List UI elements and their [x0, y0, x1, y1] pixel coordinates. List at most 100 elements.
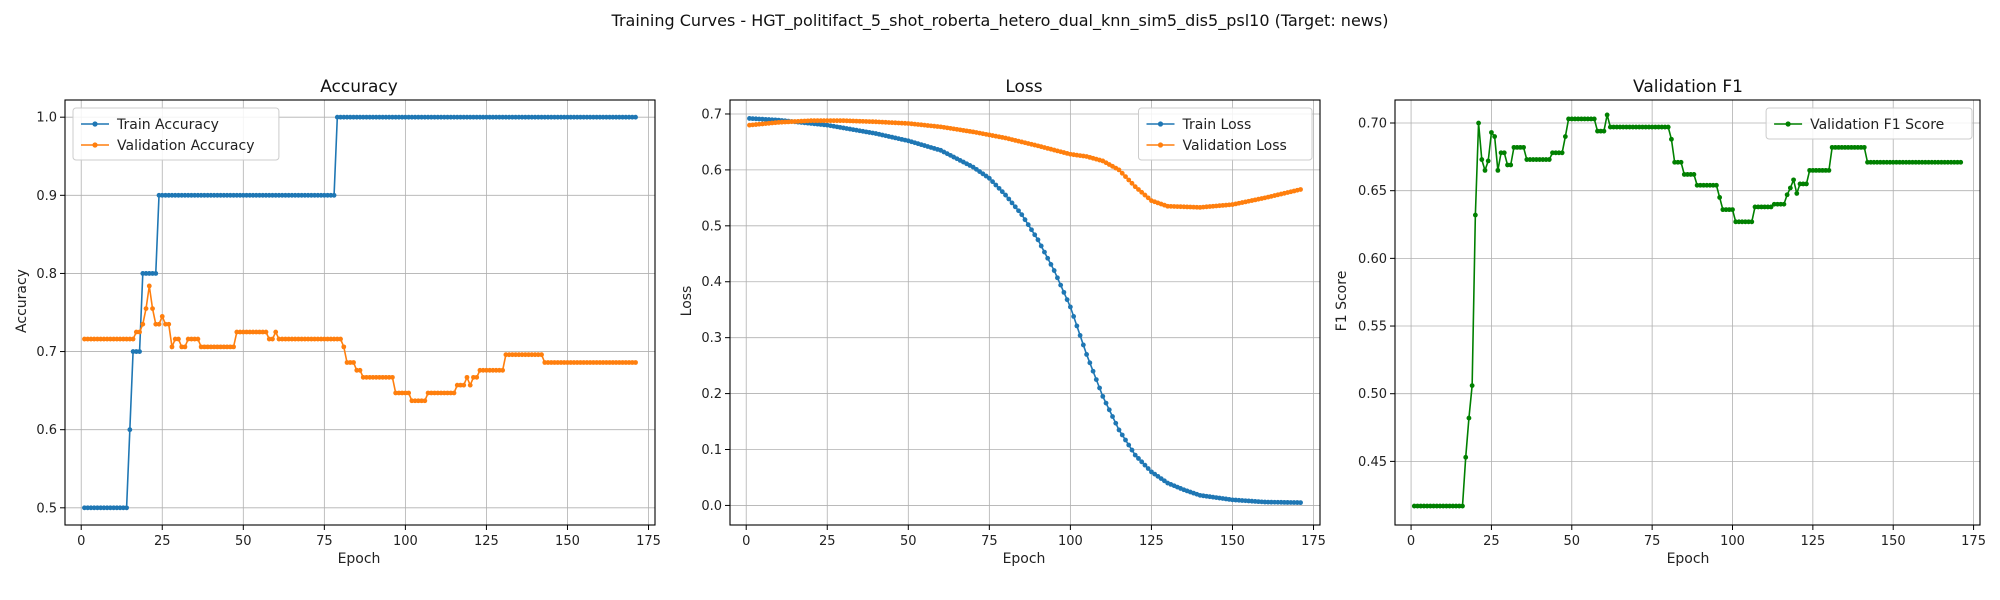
validation-loss-point [1126, 177, 1132, 183]
train-loss-point [1087, 360, 1093, 366]
train-loss-point [1058, 282, 1064, 288]
validation-f1-score-point [1784, 192, 1790, 198]
loss-ytick-label: 0.4 [701, 275, 722, 290]
validation-f1-score-point [1476, 120, 1481, 126]
loss-title: Loss [1005, 77, 1042, 97]
f1-ytick-label: 0.45 [1358, 455, 1387, 470]
validation-f1-score-point [1489, 130, 1494, 135]
validation-loss-point [1132, 184, 1138, 190]
validation-f1-score-point [1562, 134, 1568, 139]
validation-accuracy-point [474, 374, 480, 380]
validation-accuracy-point [159, 314, 165, 319]
validation-f1-score-point [1691, 172, 1697, 177]
train-loss-point [1006, 196, 1012, 202]
validation-f1-score-point [1730, 207, 1735, 213]
loss-axes-frame [729, 99, 1321, 526]
validation-f1-score-point [1794, 190, 1800, 196]
train-loss-point [1110, 414, 1115, 419]
validation-accuracy-point [156, 321, 162, 327]
train-loss-point [1106, 407, 1112, 413]
validation-accuracy-point [341, 344, 347, 350]
train-loss-point [1129, 447, 1135, 453]
train-accuracy-legend-label: Train Accuracy [116, 117, 219, 133]
validation-accuracy-point [270, 336, 275, 342]
train-loss-point [1019, 212, 1025, 218]
f1-axes-frame [1394, 99, 1981, 526]
f1-xtick-label: 25 [1483, 534, 1500, 549]
validation-f1-score-point [1591, 116, 1597, 122]
validation-loss-point [1119, 170, 1125, 176]
accuracy-xtick-label: 150 [555, 534, 580, 549]
train-loss-point [1042, 249, 1047, 255]
validation-accuracy-point [176, 336, 181, 342]
validation-loss-point [1123, 174, 1128, 180]
f1-ytick-label: 0.65 [1358, 184, 1387, 199]
loss-ytick-label: 0.6 [701, 163, 722, 178]
train-accuracy-line [84, 116, 636, 509]
train-loss-point [1116, 427, 1122, 433]
loss-ytick-label: 0.0 [701, 499, 722, 514]
train-accuracy-point [153, 271, 159, 276]
train-loss-point [1022, 217, 1028, 223]
loss-ytick-label: 0.1 [701, 443, 722, 458]
validation-loss-point [1139, 189, 1145, 195]
train-loss-point [1145, 466, 1151, 471]
accuracy-axes-frame [64, 99, 656, 526]
validation-f1-score-point [1521, 144, 1526, 150]
validation-f1-score-point [1501, 150, 1507, 156]
f1-xtick-label: 50 [1564, 534, 1581, 549]
validation-f1-score-point [1463, 454, 1469, 460]
validation-f1-score-point [1781, 201, 1787, 207]
validation-accuracy-point [150, 306, 155, 311]
loss-xtick-label: 75 [981, 534, 998, 549]
accuracy-ytick-label: 0.5 [36, 501, 57, 516]
train-loss-point [1097, 385, 1102, 391]
validation-loss-legend-label: Validation Loss [1183, 138, 1287, 154]
train-loss-point [1139, 459, 1145, 465]
validation-f1-score-point [1669, 136, 1674, 142]
validation-accuracy-point [130, 336, 136, 342]
validation-accuracy-point [406, 390, 412, 396]
validation-loss-point [1129, 180, 1135, 186]
loss-legend: Train Loss Validation Loss [1138, 107, 1313, 161]
f1-ylabel: F1 Score [1334, 271, 1350, 332]
accuracy-subplot: Accuracy Epoch Accuracy 0 25 50 75 100 125 150… [14, 77, 661, 567]
validation-f1-score-legend-label: Validation F1 Score [1810, 117, 1944, 133]
validation-f1-score-legend-marker [1785, 121, 1791, 127]
train-loss-point [1136, 456, 1141, 461]
validation-f1-score-point [1749, 219, 1755, 225]
validation-f1-score-point [1546, 157, 1552, 162]
validation-loss-legend-marker [1157, 142, 1164, 148]
validation-f1-score-point [1826, 167, 1832, 173]
train-loss-point [1025, 222, 1031, 228]
figure-suptitle: Training Curves - HGT_politifact_5_shot_… [611, 11, 1389, 31]
train-loss-point [1126, 442, 1132, 448]
loss-subplot: Loss Epoch Loss 0 25 50 75 100 125 150 175 0.0 0.… [679, 77, 1326, 567]
validation-f1-score-point [1492, 134, 1498, 139]
validation-accuracy-point [357, 367, 363, 373]
validation-f1-score-point [1559, 150, 1565, 156]
accuracy-xtick-label: 125 [474, 534, 499, 549]
train-loss-point [1100, 393, 1106, 399]
f1-subplot: Validation F1 Epoch F1 Score 0 25 50 75 100 1… [1334, 77, 1986, 567]
accuracy-ytick-label: 0.7 [36, 345, 57, 360]
validation-f1-score-point [1460, 503, 1465, 509]
train-loss-point [1029, 227, 1034, 233]
accuracy-ytick-label: 0.8 [36, 267, 57, 282]
accuracy-xtick-label: 175 [636, 534, 661, 549]
validation-accuracy-point [461, 382, 467, 388]
loss-xtick-label: 100 [1058, 534, 1083, 549]
validation-accuracy-point [166, 321, 172, 327]
loss-legend-box [1138, 107, 1313, 161]
validation-loss-point [1136, 187, 1141, 192]
validation-loss-point [1116, 167, 1122, 173]
validation-f1-score-point [1768, 204, 1774, 210]
f1-xtick-label: 175 [1961, 534, 1986, 549]
accuracy-title: Accuracy [320, 77, 398, 97]
loss-xtick-label: 125 [1139, 534, 1164, 549]
loss-ytick-label: 0.2 [701, 387, 722, 402]
train-accuracy-point [331, 192, 337, 198]
train-loss-point [1032, 232, 1038, 238]
validation-f1-score-point [1482, 167, 1488, 173]
f1-xtick-label: 75 [1644, 534, 1661, 549]
